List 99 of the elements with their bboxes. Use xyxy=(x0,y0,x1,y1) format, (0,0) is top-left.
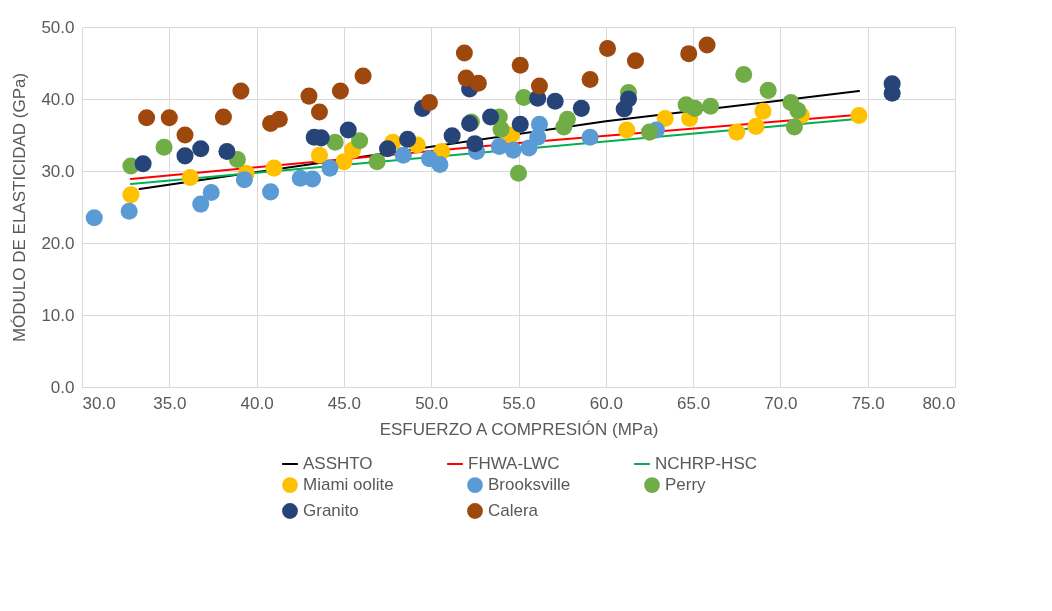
point xyxy=(656,109,674,127)
point xyxy=(785,118,803,136)
point xyxy=(511,56,529,74)
legend-label: Granito xyxy=(303,501,359,520)
point xyxy=(572,99,590,117)
point xyxy=(420,94,438,112)
point xyxy=(122,186,140,204)
point xyxy=(300,87,318,105)
point xyxy=(455,44,473,62)
y-tick-label: 50.0 xyxy=(41,17,75,37)
point xyxy=(626,52,644,70)
point xyxy=(310,146,328,164)
point xyxy=(492,120,510,138)
point xyxy=(85,209,103,227)
point xyxy=(702,97,720,115)
legend-label: NCHRP-HSC xyxy=(655,454,757,473)
point xyxy=(686,99,704,117)
legend-label: ASSHTO xyxy=(303,454,373,473)
point xyxy=(394,146,412,164)
point xyxy=(270,110,288,128)
point xyxy=(368,153,386,171)
y-tick-label: 40.0 xyxy=(41,89,75,109)
x-tick-label: 75.0 xyxy=(851,393,885,413)
x-tick-label: 40.0 xyxy=(240,393,274,413)
point xyxy=(640,123,658,141)
point xyxy=(618,121,636,139)
x-axis-title: ESFUERZO A COMPRESIÓN (MPa) xyxy=(379,419,659,439)
point xyxy=(443,127,461,145)
point xyxy=(265,159,283,177)
point xyxy=(619,90,638,108)
point xyxy=(321,159,339,177)
legend-label: FHWA-LWC xyxy=(468,454,560,473)
point xyxy=(354,67,372,85)
point xyxy=(469,74,487,92)
point xyxy=(181,168,199,186)
point xyxy=(759,81,777,99)
y-tick-label: 10.0 xyxy=(41,305,75,325)
point xyxy=(581,71,599,89)
point xyxy=(262,183,280,201)
point xyxy=(235,171,253,189)
x-tick-label: 30.0 xyxy=(82,393,116,413)
point xyxy=(698,36,716,54)
point xyxy=(232,82,250,100)
y-tick-label: 0.0 xyxy=(50,377,75,397)
point xyxy=(214,108,232,126)
x-tick-label: 50.0 xyxy=(415,393,449,413)
point xyxy=(482,108,500,126)
point xyxy=(735,66,753,84)
point xyxy=(331,82,349,100)
y-tick-label: 30.0 xyxy=(41,161,75,181)
point xyxy=(530,115,548,133)
point xyxy=(310,103,328,121)
x-tick-label: 35.0 xyxy=(153,393,187,413)
point xyxy=(728,123,746,141)
point xyxy=(160,109,178,127)
legend-label: Miami oolite xyxy=(303,475,394,495)
point xyxy=(747,117,765,135)
point xyxy=(581,128,599,146)
x-tick-label: 55.0 xyxy=(502,393,536,413)
point xyxy=(120,202,138,220)
x-tick-label: 45.0 xyxy=(327,393,361,413)
point xyxy=(509,164,528,182)
y-axis-title: MÓDULO DE ELASTICIDAD (GPa) xyxy=(10,72,30,343)
point xyxy=(192,140,210,158)
point xyxy=(218,143,236,161)
point xyxy=(176,126,194,144)
point xyxy=(155,138,173,156)
point xyxy=(530,77,548,95)
legend-label: Perry xyxy=(665,475,707,495)
point xyxy=(515,89,533,107)
legend-label: Calera xyxy=(488,501,539,520)
x-tick-label: 60.0 xyxy=(589,393,623,413)
point xyxy=(138,109,156,127)
point xyxy=(399,130,417,148)
point xyxy=(339,121,357,139)
point xyxy=(326,133,344,151)
x-tick-label: 65.0 xyxy=(677,393,711,413)
point xyxy=(192,195,210,213)
point xyxy=(558,110,576,128)
point xyxy=(134,155,152,173)
point xyxy=(176,147,194,165)
point xyxy=(680,45,698,63)
point xyxy=(850,107,868,125)
point xyxy=(511,115,529,133)
point xyxy=(546,92,564,110)
point xyxy=(379,140,397,158)
point xyxy=(504,141,522,159)
point xyxy=(599,40,617,58)
point xyxy=(754,102,772,120)
point xyxy=(490,138,508,156)
point xyxy=(431,156,449,174)
point xyxy=(202,184,220,202)
x-tick-label: 70.0 xyxy=(764,393,798,413)
y-tick-label: 20.0 xyxy=(41,233,75,253)
x-tick-label: 80.0 xyxy=(922,393,956,413)
point xyxy=(466,135,484,153)
point xyxy=(351,132,369,150)
point xyxy=(789,102,807,120)
legend-label: Brooksville xyxy=(488,475,571,495)
